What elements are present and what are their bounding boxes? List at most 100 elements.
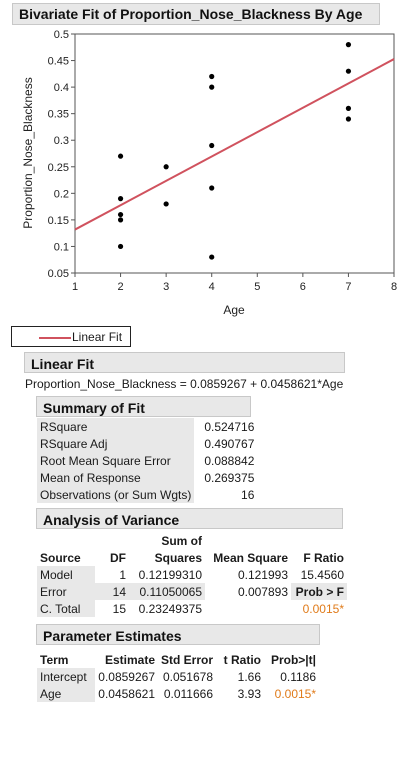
table-row: Root Mean Square Error 0.088842: [37, 452, 257, 469]
parameter-estimates-table: Term Estimate Std Error t Ratio Prob>|t|…: [37, 651, 319, 702]
stat-value: 0.524716: [204, 419, 255, 434]
stat-label: Mean of Response: [37, 469, 195, 486]
prob-t-cell: 0.1186: [280, 669, 317, 684]
y-tick-label: 0.35: [48, 109, 69, 121]
ms-cell: 0.007893: [237, 584, 288, 599]
data-point[interactable]: [117, 243, 124, 250]
data-point[interactable]: [345, 68, 352, 74]
std-error-cell: 0.011666: [163, 686, 214, 701]
x-tick-label: 8: [391, 281, 397, 293]
data-point[interactable]: [209, 254, 215, 260]
df-cell: 15: [112, 601, 126, 616]
legend-label: Linear Fit: [72, 330, 123, 344]
x-tick-label: 1: [72, 281, 78, 293]
ms-cell: 0.121993: [237, 567, 288, 582]
data-point[interactable]: [209, 185, 215, 191]
source-cell: Error: [37, 583, 95, 600]
column-header-estimate: Estimate: [104, 652, 155, 667]
column-header-df: DF: [110, 550, 126, 565]
stat-value: 0.490767: [204, 436, 255, 451]
ss-cell: 0.23249375: [138, 601, 202, 616]
legend: Linear Fit: [11, 326, 131, 347]
anova-table: Sum of Source DF Squares Mean Square F R…: [37, 532, 347, 617]
table-row: Error 14 0.11050065 0.007893 Prob > F: [37, 583, 347, 600]
source-cell: Model: [37, 566, 95, 583]
prob-t-cell: 0.0015*: [274, 686, 317, 701]
column-header-term: Term: [40, 652, 69, 667]
data-point[interactable]: [209, 73, 215, 80]
data-point[interactable]: [345, 105, 352, 111]
data-point[interactable]: [209, 142, 215, 149]
term-cell: Age: [37, 685, 95, 702]
data-point[interactable]: [117, 153, 124, 159]
df-cell: 14: [95, 583, 129, 600]
table-row: RSquare Adj 0.490767: [37, 435, 257, 452]
x-tick-label: 5: [254, 281, 260, 293]
anova-title: Analysis of Variance: [43, 512, 180, 528]
estimate-cell: 0.0859267: [98, 669, 155, 684]
y-axis-label: Proportion_Nose_Blackness: [21, 77, 35, 228]
stat-value: 0.088842: [204, 453, 255, 468]
stat-label: RSquare: [37, 418, 195, 435]
analysis-of-variance-header[interactable]: Analysis of Variance: [36, 508, 343, 529]
x-axis: 1 2 3 4 5 6 7 8: [72, 273, 397, 293]
data-point[interactable]: [117, 211, 124, 218]
stat-label: Root Mean Square Error: [37, 452, 195, 469]
x-tick-label: 4: [209, 281, 215, 293]
x-tick-label: 2: [118, 281, 124, 293]
y-tick-label: 0.25: [48, 162, 69, 174]
y-tick-label: 0.5: [54, 29, 69, 41]
x-tick-label: 7: [345, 281, 351, 293]
data-point[interactable]: [117, 217, 124, 223]
y-tick-label: 0.45: [48, 56, 69, 68]
stat-label: RSquare Adj: [37, 435, 195, 452]
regression-line: [74, 58, 395, 231]
data-points: [117, 42, 352, 260]
data-point[interactable]: [345, 116, 352, 122]
ss-cell: 0.11050065: [129, 583, 205, 600]
y-axis: 0.05 0.1 0.15 0.2 0.25 0.3 0.35 0.4 0.45 0.5: [48, 29, 75, 280]
term-cell: Intercept: [37, 668, 95, 685]
y-tick-label: 0.4: [54, 82, 69, 94]
table-row: Intercept 0.0859267 0.051678 1.66 0.1186: [37, 668, 319, 685]
legend-swatch: [39, 337, 71, 339]
summary-of-fit-header[interactable]: Summary of Fit: [36, 396, 251, 417]
column-header-source: Source: [40, 550, 81, 565]
linear-fit-title: Linear Fit: [31, 356, 95, 372]
scatter-plot: 0.05 0.1 0.15 0.2 0.25 0.3 0.35 0.4 0.45 0.5 1 2 3 4…: [21, 29, 397, 317]
x-tick-label: 3: [163, 281, 169, 293]
estimate-cell: 0.0458621: [98, 686, 155, 701]
y-tick-label: 0.2: [54, 188, 69, 200]
y-tick-label: 0.05: [48, 268, 69, 280]
table-row: Age 0.0458621 0.011666 3.93 0.0015*: [37, 685, 319, 702]
source-cell: C. Total: [37, 600, 95, 617]
parameter-estimates-header[interactable]: Parameter Estimates: [36, 624, 320, 645]
data-point[interactable]: [345, 42, 352, 48]
column-header-squares: Squares: [154, 550, 202, 565]
report-title: Bivariate Fit of Proportion_Nose_Blackne…: [19, 6, 363, 22]
table-row: RSquare 0.524716: [37, 418, 257, 435]
linear-fit-header[interactable]: Linear Fit: [24, 352, 345, 373]
t-ratio-cell: 1.66: [237, 669, 262, 684]
table-row: Model 1 0.12199310 0.121993 15.4560: [37, 566, 347, 583]
column-header-std-error: Std Error: [161, 652, 214, 667]
fit-equation: Proportion_Nose_Blackness = 0.0859267 + …: [25, 377, 344, 391]
prob-f-label: Prob > F: [291, 583, 347, 600]
parameter-estimates-title: Parameter Estimates: [43, 628, 182, 644]
table-row: Mean of Response 0.269375: [37, 469, 257, 486]
data-point[interactable]: [117, 196, 124, 202]
t-ratio-cell: 3.93: [237, 686, 262, 701]
x-tick-label: 6: [300, 281, 306, 293]
summary-of-fit-table: RSquare 0.524716 RSquare Adj 0.490767 Ro…: [37, 418, 257, 503]
column-header-f-ratio: F Ratio: [303, 550, 344, 565]
column-header-mean-square: Mean Square: [213, 550, 288, 565]
column-header-sum-of: Sum of: [161, 533, 202, 548]
table-header-row: Sum of: [37, 532, 347, 549]
data-point[interactable]: [209, 84, 215, 90]
data-point[interactable]: [163, 201, 169, 207]
f-ratio-cell: 15.4560: [300, 567, 344, 582]
bivariate-fit-header[interactable]: Bivariate Fit of Proportion_Nose_Blackne…: [12, 3, 380, 25]
column-header-prob-t: Prob>|t|: [270, 652, 317, 667]
data-point[interactable]: [163, 164, 169, 170]
stat-label: Observations (or Sum Wgts): [37, 486, 195, 503]
